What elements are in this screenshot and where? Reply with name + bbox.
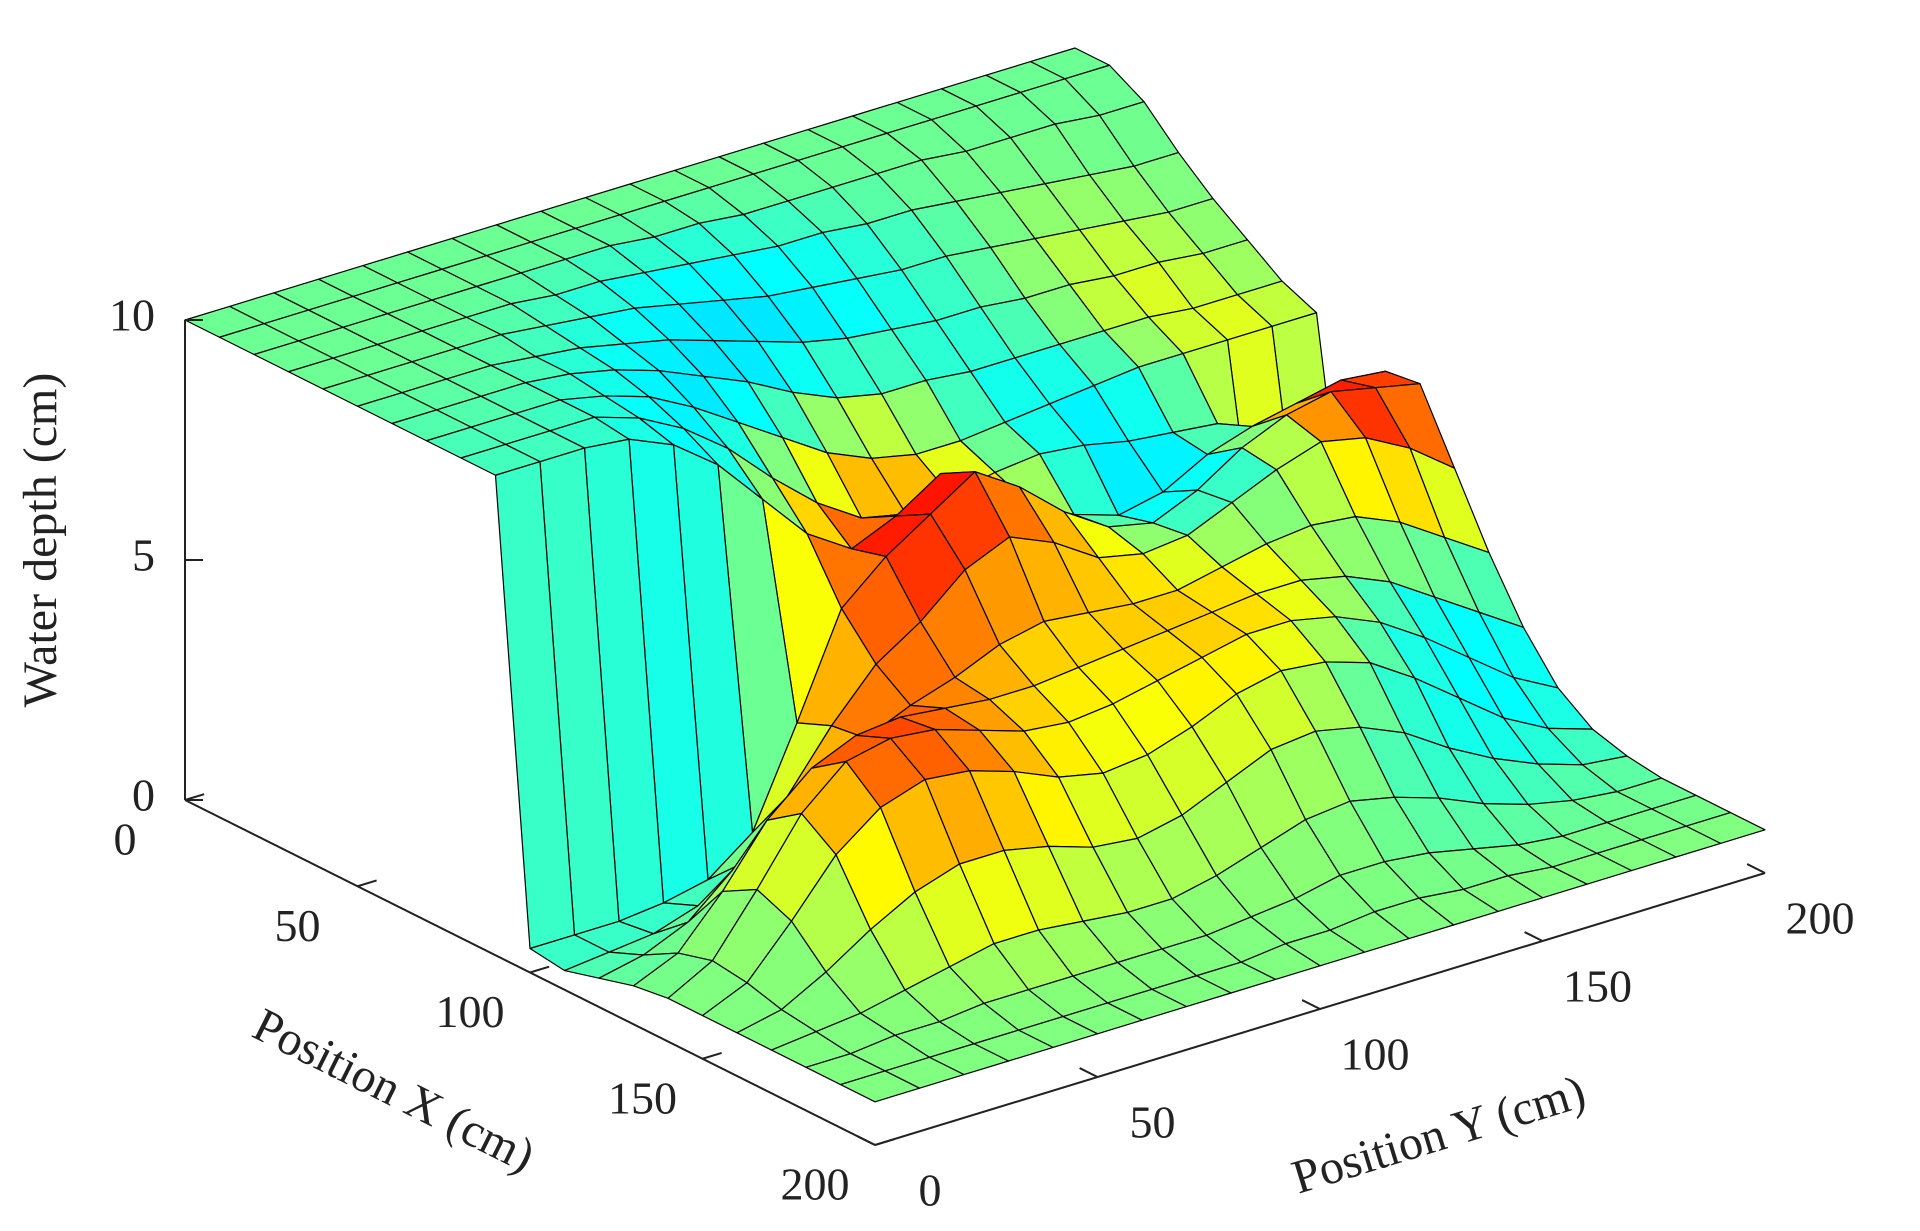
y-tick-label: 0 xyxy=(919,1165,942,1216)
y-tick-label: 150 xyxy=(1563,961,1632,1012)
y-tick-label: 100 xyxy=(1341,1029,1410,1080)
y-tick xyxy=(1746,863,1766,874)
z-tick-label: 10 xyxy=(109,290,155,341)
x-tick xyxy=(357,879,377,888)
y-tick xyxy=(1079,1067,1098,1078)
surface-cell xyxy=(839,1070,921,1103)
y-tick xyxy=(1301,999,1321,1010)
x-tick xyxy=(529,965,550,974)
surface xyxy=(184,47,1766,1103)
x-tick-label: 50 xyxy=(275,900,321,951)
z-axis-title: Water depth (cm) xyxy=(14,373,67,708)
x-tick xyxy=(874,1138,895,1146)
y-tick xyxy=(1524,931,1543,942)
x-tick-label: 0 xyxy=(114,814,137,865)
y-tick-label: 200 xyxy=(1786,893,1855,944)
y-axis-title: Position Y (cm) xyxy=(1286,1065,1591,1204)
y-tick-label: 50 xyxy=(1130,1097,1176,1148)
z-tick-label: 0 xyxy=(132,770,155,821)
x-tick-label: 100 xyxy=(436,986,505,1037)
y-tick xyxy=(856,1135,876,1146)
x-tick xyxy=(702,1051,722,1060)
z-tick-label: 5 xyxy=(132,530,155,581)
x-tick-label: 150 xyxy=(608,1072,677,1123)
x-tick-label: 200 xyxy=(781,1159,850,1210)
